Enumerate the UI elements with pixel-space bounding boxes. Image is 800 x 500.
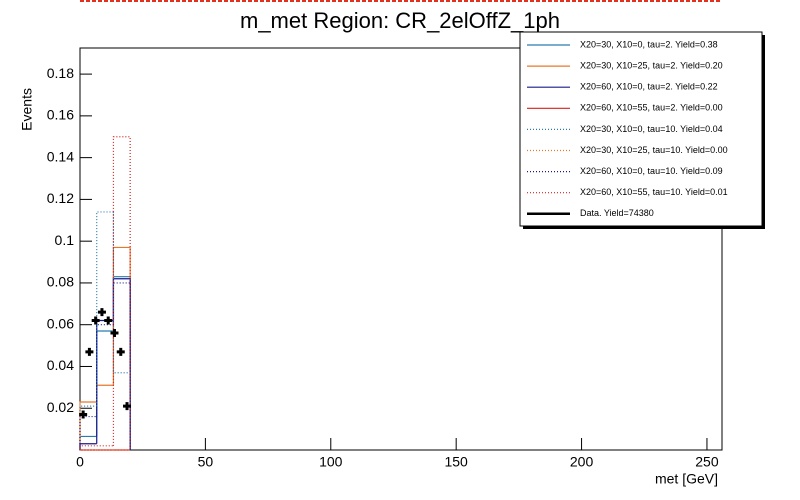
histogram-bin <box>96 330 114 437</box>
histogram-bin <box>96 211 114 407</box>
y-tick-label: 0.04 <box>47 357 74 373</box>
y-tick-label: 0.1 <box>55 232 75 248</box>
legend-label: X20=60, X10=0, tau=10. Yield=0.09 <box>580 166 723 176</box>
y-tick-label: 0.16 <box>47 107 74 123</box>
histogram-bin <box>79 443 97 450</box>
data-point <box>91 316 100 325</box>
data-point <box>110 329 119 338</box>
legend-label: X20=30, X10=25, tau=2. Yield=0.20 <box>580 60 723 70</box>
y-tick-label: 0.12 <box>47 190 74 206</box>
histogram-bin <box>79 401 97 450</box>
x-tick-label: 150 <box>444 454 468 470</box>
data-point <box>104 316 113 325</box>
chart-title: m_met Region: CR_2elOffZ_1ph <box>240 8 560 33</box>
legend-label: X20=30, X10=25, tau=10. Yield=0.00 <box>580 145 728 155</box>
histogram-bin <box>112 276 131 450</box>
legend-label: X20=30, X10=0, tau=10. Yield=0.04 <box>580 124 723 134</box>
y-tick-label: 0.02 <box>47 399 74 415</box>
x-axis-label: met [GeV] <box>655 471 718 487</box>
y-tick-label: 0.06 <box>47 315 74 331</box>
data-point <box>116 347 125 356</box>
x-tick-label: 250 <box>695 454 719 470</box>
y-tick-label: 0.18 <box>47 65 74 81</box>
y-tick-label: 0.08 <box>47 274 74 290</box>
histogram-bin <box>96 384 114 402</box>
legend-label: Data. Yield=74380 <box>580 208 654 218</box>
data-point <box>79 410 88 419</box>
x-tick-label: 0 <box>76 454 84 470</box>
legend-label: X20=60, X10=0, tau=2. Yield=0.22 <box>580 82 718 92</box>
histogram-bin <box>112 282 131 450</box>
legend-label: X20=60, X10=55, tau=2. Yield=0.00 <box>580 103 723 113</box>
histogram-bin <box>79 415 97 450</box>
x-tick-label: 200 <box>570 454 594 470</box>
y-axis-label: Events <box>19 88 35 131</box>
histogram-bin <box>79 445 97 450</box>
histogram-bin <box>112 278 131 450</box>
plot-frame <box>79 47 723 451</box>
x-tick-label: 100 <box>319 454 343 470</box>
legend-label: X20=30, X10=0, tau=2. Yield=0.38 <box>580 39 718 49</box>
data-point <box>97 308 106 317</box>
legend-label: X20=60, X10=55, tau=10. Yield=0.01 <box>580 187 728 197</box>
y-tick-label: 0.14 <box>47 148 74 164</box>
histogram-bin <box>96 324 114 417</box>
x-tick-label: 50 <box>198 454 214 470</box>
histogram-bin <box>96 319 114 444</box>
data-point <box>123 402 132 411</box>
data-point <box>85 347 94 356</box>
